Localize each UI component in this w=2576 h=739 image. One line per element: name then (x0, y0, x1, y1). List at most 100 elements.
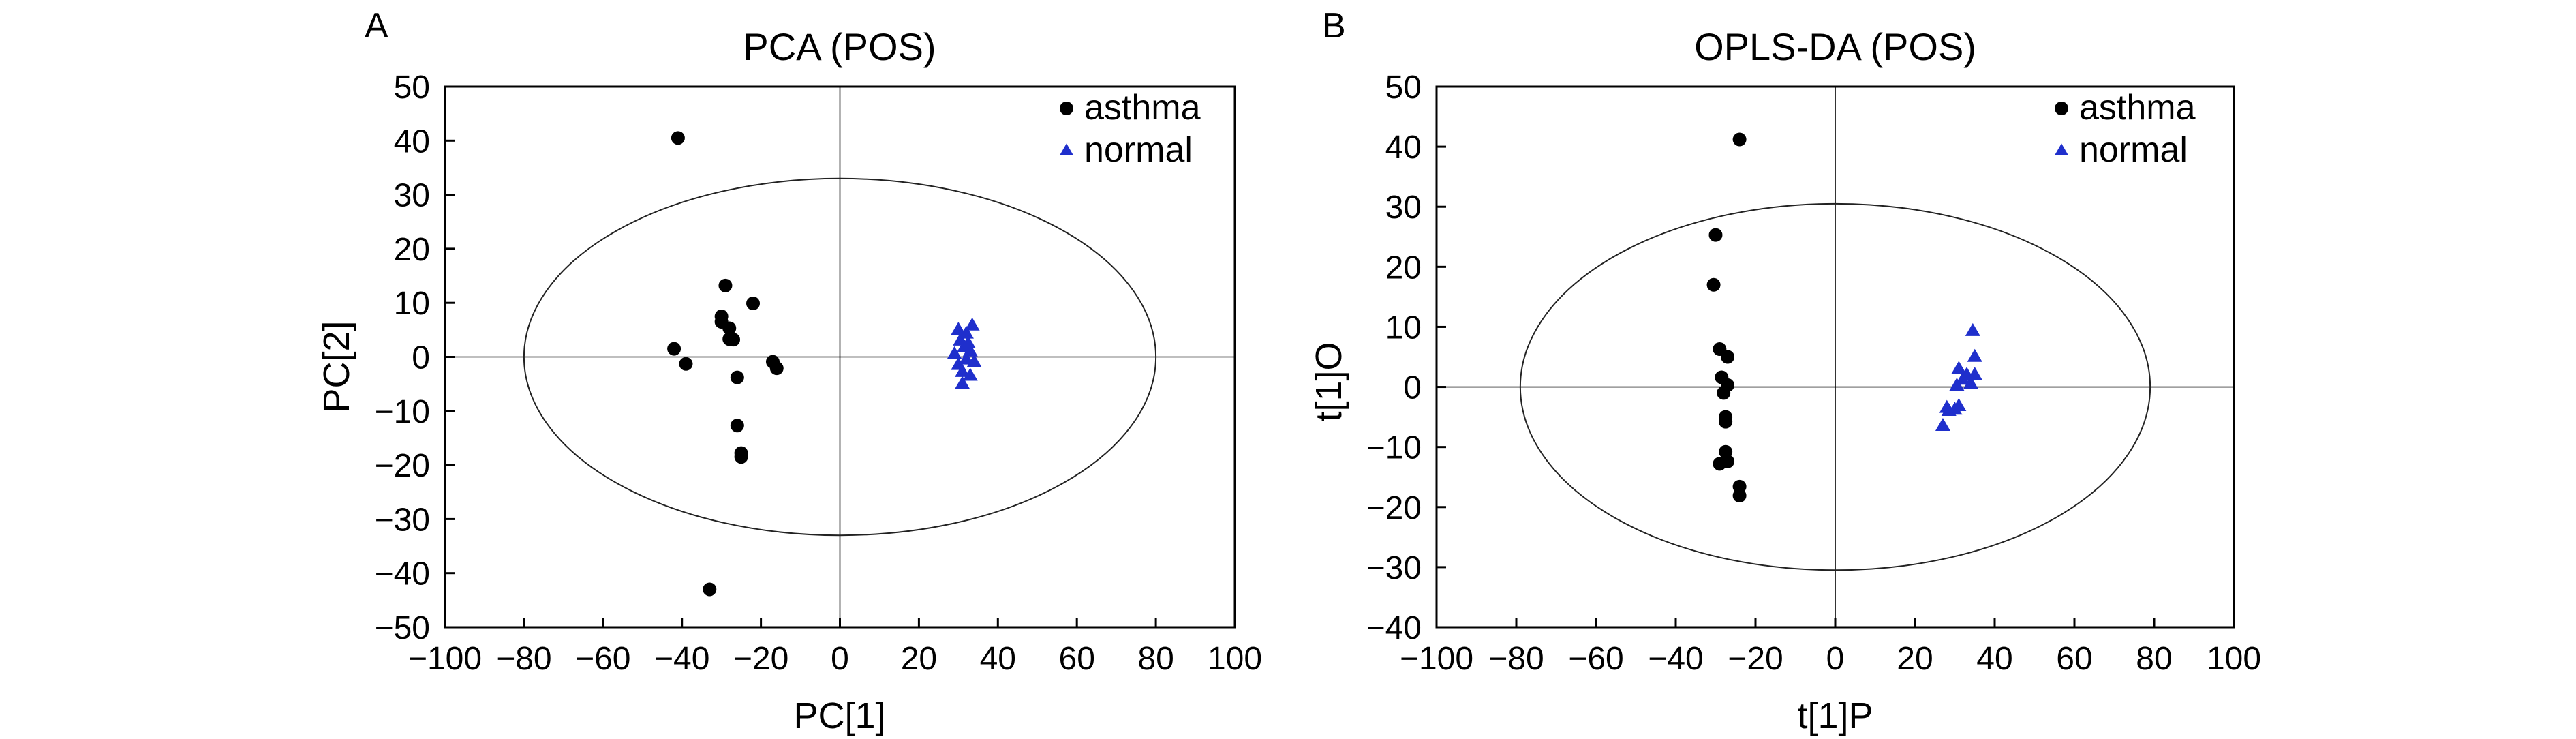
y-tick-label: −20 (1366, 490, 1422, 526)
normal-point (947, 346, 962, 359)
legend-marker-asthma (2055, 102, 2068, 115)
normal-point (962, 343, 978, 357)
normal-point (958, 325, 974, 339)
legend-label-normal: normal (1084, 130, 1193, 170)
y-tick-label: 50 (394, 70, 430, 106)
normal-point (1963, 376, 1978, 389)
x-tick-label: 20 (1897, 641, 1933, 677)
y-tick-label: −30 (375, 502, 430, 538)
normal-point (1965, 322, 1980, 336)
x-tick-label: −80 (496, 641, 551, 677)
legend-marker-asthma (1060, 102, 1073, 115)
asthma-point (718, 278, 733, 292)
x-tick-label: −60 (1568, 641, 1623, 677)
x-axis-title: PC[1] (793, 695, 885, 736)
x-tick-label: 40 (980, 641, 1016, 677)
x-axis-title: t[1]P (1797, 695, 1873, 736)
y-tick-label: −40 (375, 556, 430, 592)
x-tick-label: −20 (1728, 641, 1783, 677)
y-tick-label: −30 (1366, 550, 1422, 586)
y-tick-label: 0 (1403, 370, 1422, 406)
asthma-point (1721, 350, 1735, 364)
y-tick-label: −20 (375, 448, 430, 484)
asthma-point (714, 310, 729, 324)
normal-point (960, 335, 976, 348)
y-tick-label: 0 (412, 340, 430, 376)
y-tick-label: 10 (394, 286, 430, 322)
x-tick-label: 0 (1826, 641, 1845, 677)
x-tick-label: −80 (1488, 641, 1544, 677)
y-tick-label: −50 (375, 610, 430, 646)
x-tick-label: −60 (575, 641, 630, 677)
legend-marker-normal (1060, 143, 1073, 155)
x-tick-label: 0 (831, 641, 849, 677)
normal-point (1935, 418, 1950, 432)
asthma-point (667, 342, 681, 356)
asthma-point (730, 419, 744, 433)
x-tick-label: 100 (2207, 641, 2261, 677)
x-tick-label: −100 (1400, 641, 1473, 677)
normal-point (958, 351, 974, 365)
panel-pca: A PCA (POS) PC[1] PC[2] −100 −80 −60 −40 −20… (316, 6, 1262, 736)
legend-marker-normal (2055, 143, 2068, 155)
asthma-point (722, 321, 737, 335)
normal-point (955, 363, 970, 377)
asthma-point (1706, 277, 1721, 292)
x-tick-label: 60 (2056, 641, 2092, 677)
normal-point (966, 354, 982, 367)
asthma-point (679, 357, 693, 371)
x-tick-label: 100 (1208, 641, 1262, 677)
confidence-ellipse (1519, 202, 2151, 571)
asthma-point (769, 361, 784, 376)
y-tick-label: 20 (1385, 250, 1422, 286)
asthma-point (1732, 132, 1747, 147)
x-tick-label: 80 (1137, 641, 1174, 677)
normal-point (1967, 348, 1982, 362)
y-tick-label: −10 (1366, 430, 1422, 466)
panel-label: A (365, 6, 388, 46)
asthma-point (1721, 454, 1735, 468)
normal-point (951, 322, 966, 335)
y-tick-label: 30 (1385, 190, 1422, 226)
normal-point (1955, 372, 1971, 385)
x-tick-label: −100 (408, 641, 482, 677)
y-axis-title: PC[2] (316, 320, 357, 412)
y-tick-label: 30 (394, 178, 430, 214)
asthma-point (746, 296, 761, 310)
plot-area: −100 −80 −60 −40 −20 0 20 40 60 80 100−40−30−20−10… (1366, 70, 2261, 677)
asthma-point (1719, 414, 1733, 429)
asthma-point (730, 370, 744, 384)
chart-title: PCA (POS) (743, 25, 936, 68)
legend-label-asthma: asthma (1084, 88, 1201, 127)
plot-area: −100 −80 −60 −40 −20 0 20 40 60 80 100−50−40−30−20… (375, 70, 1262, 677)
x-tick-label: 80 (2136, 641, 2172, 677)
asthma-point (671, 131, 685, 145)
asthma-point (1717, 386, 1731, 400)
x-tick-label: −40 (654, 641, 709, 677)
asthma-point (703, 582, 717, 597)
y-tick-label: 50 (1385, 70, 1422, 106)
asthma-point (726, 333, 741, 347)
y-tick-label: −40 (1366, 610, 1422, 646)
x-tick-label: 20 (901, 641, 937, 677)
asthma-point (1708, 228, 1723, 242)
normal-point (1949, 378, 1965, 391)
asthma-point (1732, 489, 1747, 503)
y-tick-label: −10 (375, 394, 430, 430)
y-tick-label: 40 (1385, 130, 1422, 166)
normal-point (964, 317, 980, 331)
x-tick-label: −20 (733, 641, 788, 677)
x-tick-label: 60 (1059, 641, 1095, 677)
x-tick-label: −40 (1648, 641, 1703, 677)
legend-label-asthma: asthma (2079, 88, 2196, 127)
y-tick-label: 40 (394, 123, 430, 160)
normal-point (955, 376, 970, 389)
x-tick-label: 40 (1976, 641, 2012, 677)
confidence-ellipse (523, 177, 1157, 537)
y-tick-label: 20 (394, 232, 430, 268)
chart-title: OPLS-DA (POS) (1694, 25, 1976, 68)
normal-point (1951, 361, 1967, 374)
asthma-point (734, 450, 748, 464)
y-axis-title: t[1]O (1308, 342, 1349, 421)
